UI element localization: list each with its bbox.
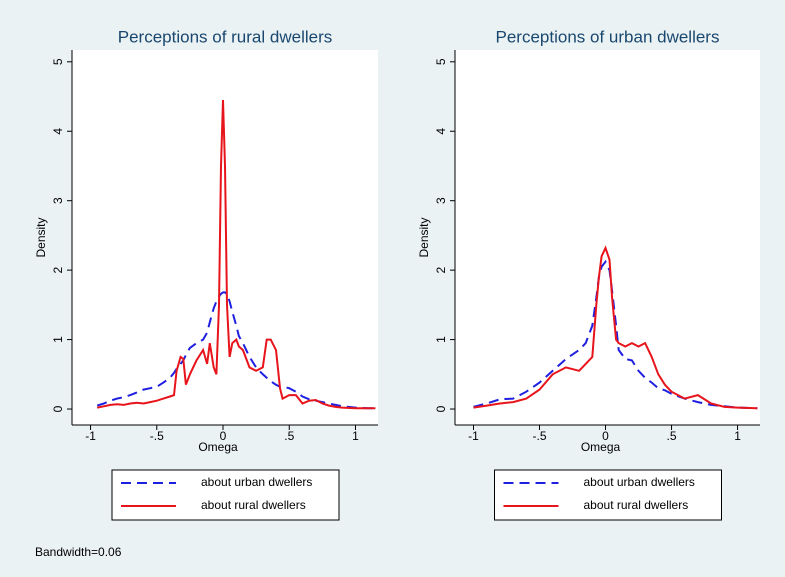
- panel: Perceptions of rural dwellers 0 1 2 3 4 5 -1 -.5…: [34, 27, 378, 521]
- y-axis-label: Density: [34, 217, 48, 257]
- density-line: [97, 99, 376, 410]
- note: Bandwidth=0.06: [35, 545, 122, 559]
- density-line: [473, 245, 758, 410]
- y-tick-label: 2: [434, 266, 448, 273]
- chart-title: Perceptions of rural dwellers: [118, 27, 332, 46]
- y-tick-label: 3: [51, 197, 65, 204]
- legend-box: [494, 469, 722, 521]
- legend-label: about rural dwellers: [584, 498, 689, 512]
- legend-box: [111, 469, 340, 521]
- x-tick-label: 1: [352, 429, 359, 443]
- y-tick-label: 2: [51, 266, 65, 273]
- x-tick-label: 0: [602, 429, 609, 443]
- x-tick-label: -1: [468, 429, 479, 443]
- x-tick-label: -1: [85, 429, 96, 443]
- legend-label: about rural dwellers: [201, 498, 306, 512]
- y-tick-label: 5: [434, 58, 448, 65]
- y-tick-label: 4: [434, 128, 448, 135]
- plot-area: [455, 50, 760, 425]
- x-tick-label: 0: [220, 429, 227, 443]
- y-tick-label: 1: [51, 336, 65, 343]
- x-axis-label: Omega: [198, 440, 238, 454]
- y-tick-label: 0: [434, 405, 448, 412]
- y-tick-label: 1: [434, 336, 448, 343]
- plot-area: [72, 50, 378, 425]
- legend-label: about urban dwellers: [201, 475, 312, 489]
- x-axis-label: Omega: [581, 440, 621, 454]
- y-axis-label: Density: [417, 217, 431, 257]
- y-tick-label: 0: [51, 405, 65, 412]
- x-tick-label: .5: [284, 429, 294, 443]
- x-tick-label: -.5: [150, 429, 164, 443]
- density-line: [96, 291, 376, 410]
- x-tick-label: 1: [734, 429, 741, 443]
- chart-title: Perceptions of urban dwellers: [496, 27, 720, 46]
- legend-label: about urban dwellers: [584, 475, 695, 489]
- x-tick-label: .5: [667, 429, 677, 443]
- y-tick-label: 5: [51, 58, 65, 65]
- x-tick-label: -.5: [532, 429, 546, 443]
- y-tick-label: 4: [51, 128, 65, 135]
- panel: Perceptions of urban dwellers 0 1 2 3 4 5 -1 -.5…: [417, 27, 760, 521]
- y-tick-label: 3: [434, 197, 448, 204]
